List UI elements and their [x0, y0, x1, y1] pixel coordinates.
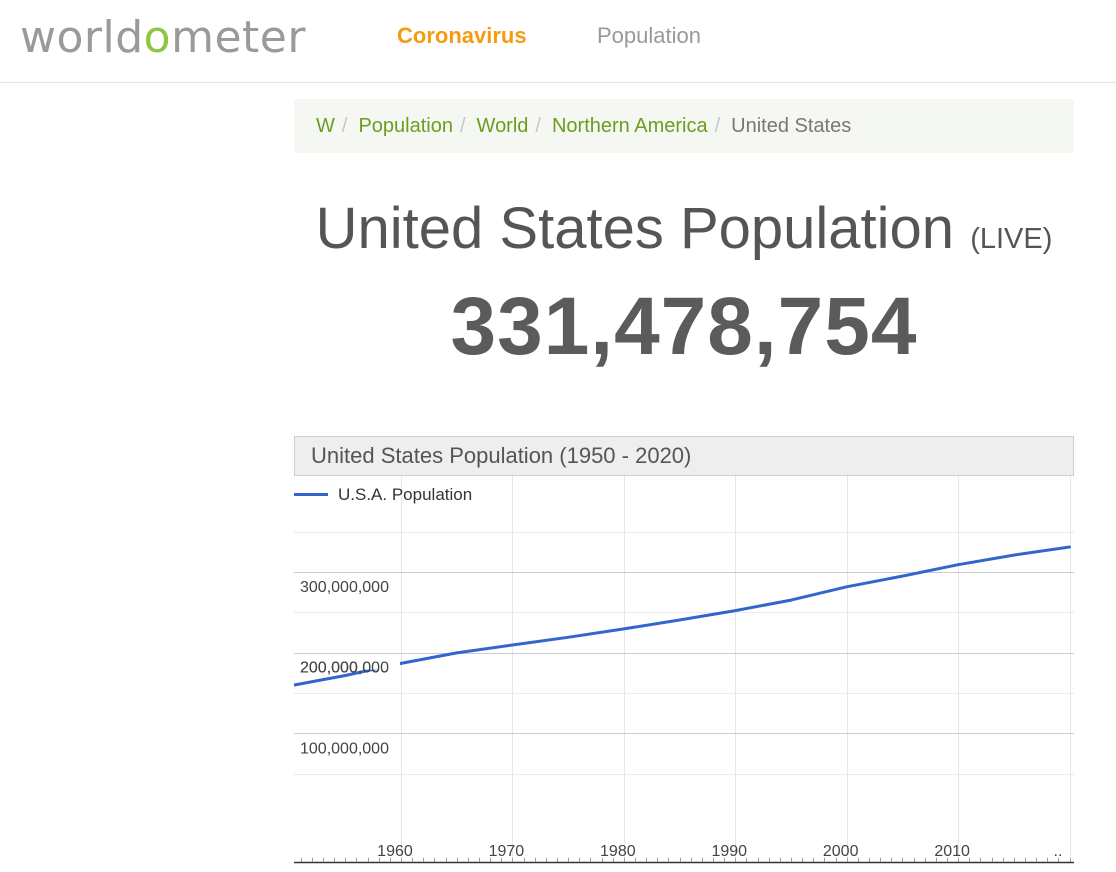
label-gap-mask: [366, 655, 400, 670]
breadcrumb-separator: /: [535, 114, 541, 137]
breadcrumb-current: United States: [731, 114, 852, 137]
top-navbar: worldometer Coronavirus Population: [0, 0, 1116, 83]
legend-label: U.S.A. Population: [338, 485, 472, 504]
breadcrumb-separator: /: [341, 114, 348, 137]
breadcrumb-separator: /: [714, 114, 721, 137]
series-line-usa-population: [294, 545, 1071, 687]
x-tick-label-end: ..: [1054, 843, 1063, 860]
logo-text-world: world: [20, 12, 144, 63]
x-tick-label: 1980: [600, 843, 636, 860]
y-tick-label: 300,000,000: [300, 579, 389, 596]
chart-panel-header: United States Population (1950 - 2020): [294, 436, 1074, 476]
page-title-text: United States Population: [315, 196, 955, 261]
breadcrumb-item-population[interactable]: Population: [358, 114, 453, 137]
x-tick-label: 2010: [934, 843, 970, 860]
worldometer-logo[interactable]: worldometer: [20, 8, 306, 68]
x-tick-label: 1990: [711, 843, 747, 860]
nav-coronavirus-link[interactable]: Coronavirus: [397, 23, 527, 48]
breadcrumb-item-w[interactable]: W: [316, 114, 335, 137]
nav-population-link[interactable]: Population: [597, 23, 701, 48]
breadcrumb-item-world[interactable]: World: [476, 114, 529, 137]
x-tick-label: 1970: [489, 843, 525, 860]
y-tick-label: 100,000,000: [300, 740, 389, 757]
breadcrumb-separator: /: [459, 114, 466, 137]
y-tick-label-overlay: 200,000,000: [300, 660, 389, 677]
breadcrumb-item-northern-america[interactable]: Northern America: [551, 114, 708, 137]
chart-panel-title: United States Population (1950 - 2020): [311, 443, 692, 468]
population-counter: 331,478,754: [450, 281, 918, 372]
population-line-chart: 100,000,000 200,000,000 300,000,000 1960 197…: [294, 476, 1074, 864]
page-title: United States Population (LIVE): [294, 196, 1074, 272]
x-tick-label: 2000: [823, 843, 859, 860]
live-badge: (LIVE): [970, 223, 1053, 255]
logo-text-meter: meter: [171, 12, 306, 63]
x-tick-label: 1960: [377, 843, 413, 860]
logo-text-o: o: [143, 12, 172, 63]
breadcrumb: W / Population / World / Northern Americ…: [294, 99, 1074, 153]
